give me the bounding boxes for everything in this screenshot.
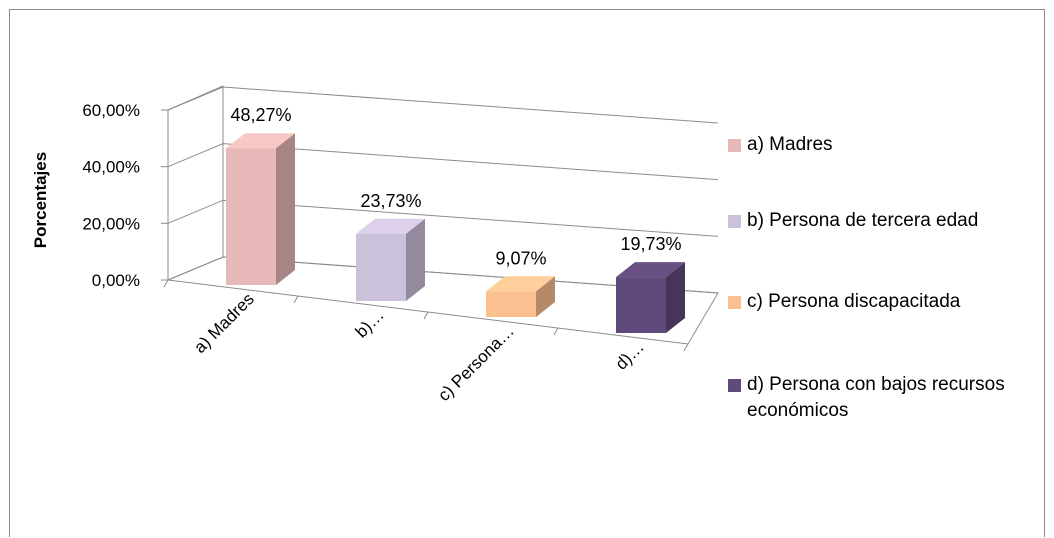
bar-side (406, 218, 425, 301)
legend-label: a) Madres (747, 134, 833, 155)
data-label: 19,73% (620, 234, 681, 254)
x-tick-mark (683, 343, 689, 352)
legend-item-tercera-edad: b) Persona de tercera edad (728, 208, 1047, 234)
legend: a) Madres b) Persona de tercera edad c) … (728, 0, 1048, 538)
x-tick-mark (553, 327, 559, 336)
y-tick-label: 20,00% (82, 214, 140, 233)
bar-top (486, 276, 555, 292)
bar-layer: 48,27% 23,73% 9,07% 19,73% (226, 105, 685, 333)
bar (226, 148, 276, 285)
floor (166, 256, 719, 345)
y-tick-label: 60,00% (82, 101, 140, 120)
bar-top (226, 133, 295, 149)
legend-swatch (728, 296, 741, 309)
y-tick-label: 0,00% (92, 271, 140, 290)
x-tick-label: c) Persona… (434, 321, 518, 405)
x-tick-mark (423, 311, 429, 320)
legend-label: d) Persona con bajos recursos económicos (747, 374, 1005, 421)
legend-label: c) Persona discapacitada (747, 291, 961, 312)
bar (486, 291, 536, 317)
bar-side (666, 262, 685, 333)
data-label: 48,27% (230, 105, 291, 125)
legend-item-bajos-recursos: d) Persona con bajos recursos económicos (728, 372, 1047, 424)
bar-side (276, 133, 295, 285)
legend-swatch (728, 215, 741, 228)
bar (616, 277, 666, 333)
grid-layer (166, 85, 719, 345)
y-tick-layer: 0,00% 20,00% 40,00% 60,00% (82, 101, 168, 290)
y-axis-label: Porcentajes (31, 152, 50, 248)
bar-top (616, 262, 685, 278)
y-tick-label: 40,00% (82, 158, 140, 177)
bar (356, 233, 406, 301)
x-tick-mark (293, 295, 299, 304)
legend-label: b) Persona de tercera edad (747, 210, 979, 231)
data-label: 9,07% (495, 248, 546, 268)
legend-swatch (728, 139, 741, 152)
data-label: 23,73% (360, 191, 421, 211)
x-tick-label: b)… (352, 305, 388, 341)
legend-item-discapacitada: c) Persona discapacitada (728, 289, 1047, 315)
chart-frame (9, 9, 1045, 537)
legend-item-madres: a) Madres (728, 132, 1047, 158)
x-tick-layer: a) Madres b)… c) Persona… d)… (163, 279, 689, 405)
x-tick-label: a) Madres (190, 289, 258, 357)
x-tick-label: d)… (612, 337, 648, 373)
wall-top-edge (167, 85, 224, 111)
bar-top (356, 218, 425, 234)
x-tick-mark (163, 279, 169, 288)
bar-side (536, 276, 555, 317)
legend-swatch (728, 379, 741, 392)
